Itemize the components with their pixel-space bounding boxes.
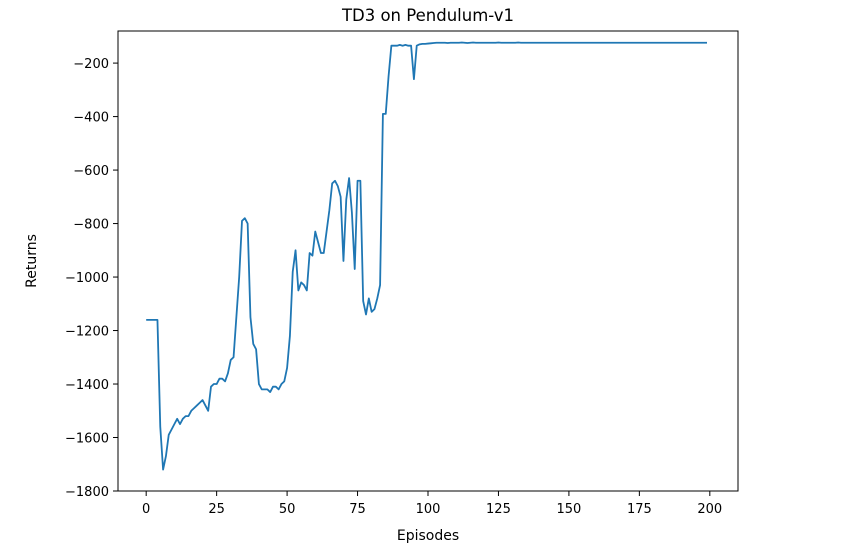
x-tick-label: 150	[556, 502, 581, 517]
y-axis-label: Returns	[24, 234, 40, 288]
x-tick-label: 100	[416, 502, 441, 517]
y-tick-label: −400	[73, 111, 109, 126]
y-tick-label: −200	[73, 57, 109, 72]
axes-frame	[117, 30, 739, 492]
returns-series-line	[146, 41, 707, 471]
y-tick-label: −600	[73, 164, 109, 179]
x-tick-label: 75	[349, 502, 366, 517]
x-tick-label: 175	[627, 502, 652, 517]
y-tick-label: −1600	[65, 432, 109, 447]
x-axis: 0 25 50 75 100 125 150 175 200	[142, 491, 722, 517]
y-axis: −1800 −1600 −1400 −1200 −1000 −800 −600 −400 −20…	[65, 57, 118, 500]
chart-title: TD3 on Pendulum-v1	[341, 6, 514, 25]
y-tick-label: −1800	[65, 485, 109, 500]
y-tick-label: −1200	[65, 325, 109, 340]
x-axis-label: Episodes	[397, 528, 459, 544]
x-tick-label: 200	[697, 502, 722, 517]
x-tick-label: 25	[208, 502, 225, 517]
x-tick-label: 125	[486, 502, 511, 517]
x-tick-label: 50	[279, 502, 296, 517]
plot-area	[146, 41, 707, 471]
x-tick-label: 0	[142, 502, 150, 517]
y-tick-label: −800	[73, 218, 109, 233]
y-tick-label: −1000	[65, 271, 109, 286]
y-tick-label: −1400	[65, 378, 109, 393]
